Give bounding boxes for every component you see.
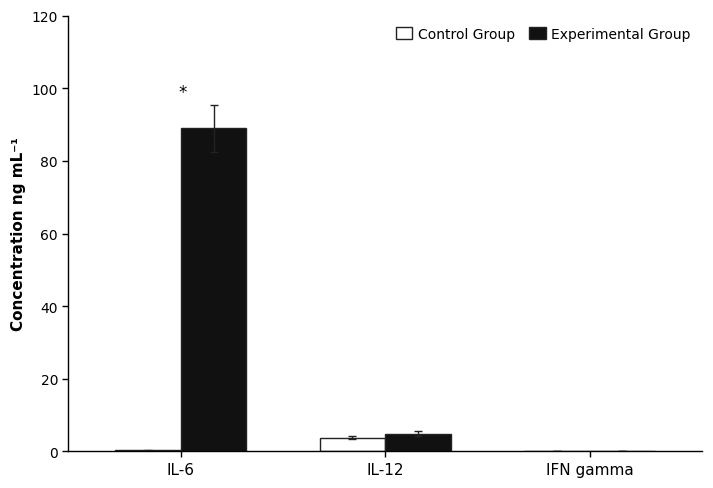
Bar: [385, 434, 451, 451]
Legend: Control Group, Experimental Group: Control Group, Experimental Group: [391, 23, 695, 46]
Bar: [320, 438, 385, 451]
Bar: [116, 450, 181, 451]
Text: *: *: [179, 84, 187, 102]
Bar: [181, 129, 246, 451]
Y-axis label: Concentration ng mL⁻¹: Concentration ng mL⁻¹: [11, 137, 26, 331]
